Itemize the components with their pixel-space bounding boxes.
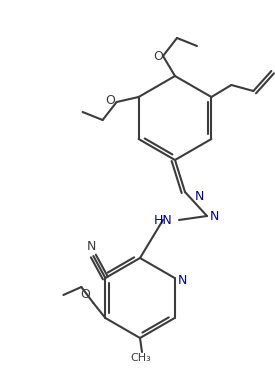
Text: O: O: [80, 288, 90, 300]
Text: HN: HN: [154, 213, 172, 227]
Text: CH₃: CH₃: [131, 353, 151, 363]
Text: N: N: [209, 210, 219, 222]
Text: N: N: [194, 190, 204, 203]
Text: O: O: [153, 51, 163, 64]
Text: N: N: [87, 239, 96, 252]
Text: O: O: [106, 95, 116, 107]
Text: N: N: [178, 274, 187, 286]
